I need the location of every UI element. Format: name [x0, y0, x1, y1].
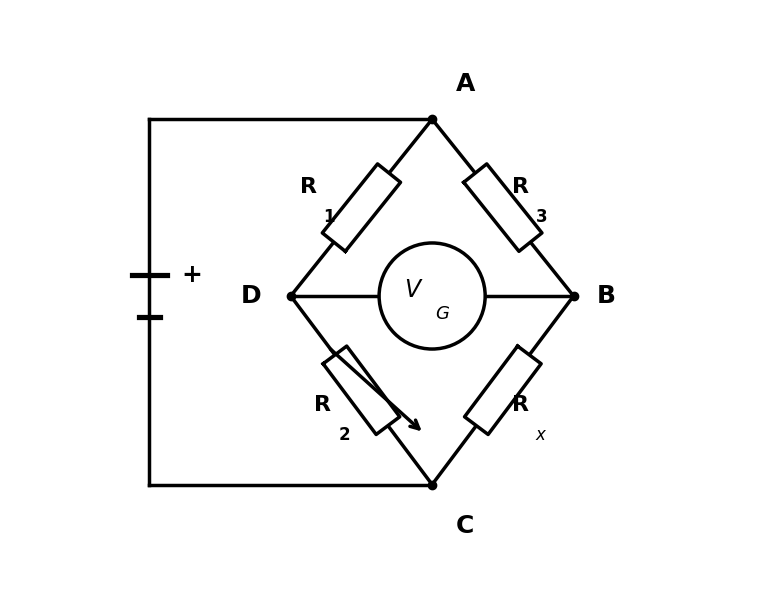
Text: $\mathbf{R}$: $\mathbf{R}$	[511, 177, 529, 197]
Text: $\mathbf{\it{x}}$: $\mathbf{\it{x}}$	[535, 426, 547, 443]
Polygon shape	[464, 346, 541, 435]
Text: $\mathbf{2}$: $\mathbf{2}$	[338, 426, 350, 443]
Polygon shape	[323, 164, 400, 252]
Text: $\mathbf{\mathit{G}}$: $\mathbf{\mathit{G}}$	[435, 305, 450, 323]
Circle shape	[379, 243, 485, 349]
Text: D: D	[241, 284, 261, 308]
Polygon shape	[464, 164, 542, 252]
Text: $\mathbf{R}$: $\mathbf{R}$	[299, 177, 317, 197]
Text: $\mathbf{R}$: $\mathbf{R}$	[511, 395, 529, 415]
Text: +: +	[182, 263, 203, 287]
Text: $\mathbf{\mathit{V}}$: $\mathbf{\mathit{V}}$	[403, 278, 424, 302]
Text: $\mathbf{R}$: $\mathbf{R}$	[313, 395, 332, 415]
Text: A: A	[456, 72, 475, 96]
Text: C: C	[456, 514, 474, 538]
Polygon shape	[323, 346, 400, 435]
Text: $\mathbf{3}$: $\mathbf{3}$	[535, 208, 547, 226]
Text: $\mathbf{1}$: $\mathbf{1}$	[323, 208, 336, 226]
Text: B: B	[597, 284, 616, 308]
